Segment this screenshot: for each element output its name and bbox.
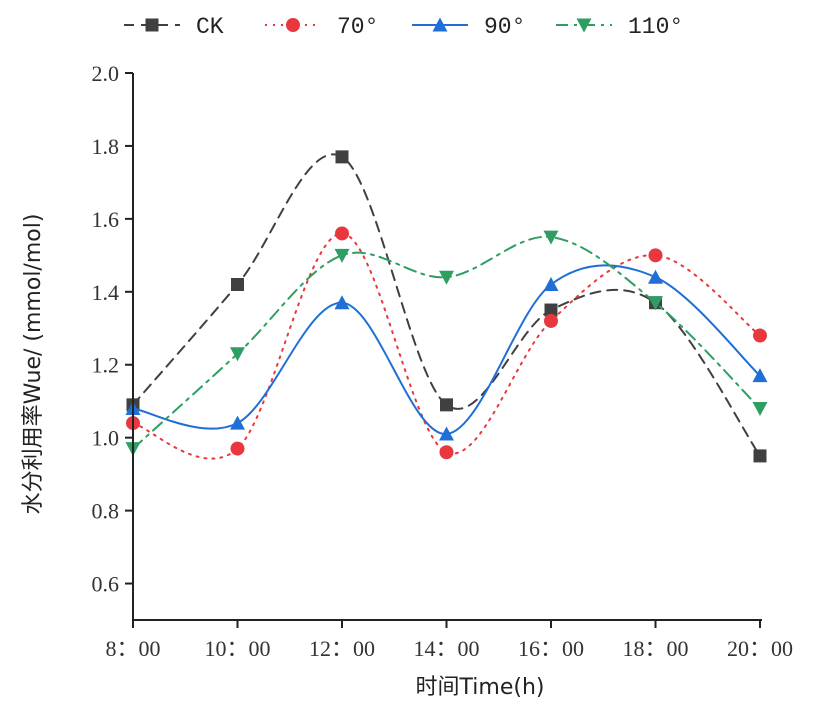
- y-tick-label: 1.0: [92, 426, 120, 451]
- x-tick-label: 20：00: [727, 636, 793, 661]
- legend-marker: [576, 18, 592, 33]
- data-point: [334, 248, 350, 263]
- x-axis-title: 时间Time(h): [416, 675, 545, 700]
- legend: CK 70° 90° 110°: [124, 14, 683, 40]
- series-dashdot: [125, 230, 768, 457]
- y-tick-label: 1.2: [92, 353, 120, 378]
- x-tick-label: 16：00: [518, 636, 584, 661]
- x-tick-label: 10：00: [204, 636, 270, 661]
- legend-label: 110°: [628, 14, 683, 40]
- data-point: [752, 368, 768, 383]
- data-point: [439, 445, 454, 460]
- data-point: [230, 441, 245, 456]
- y-axis: 0.6 0.8 1.0 1.2 1.4 1.6 1.8 2.0: [92, 61, 134, 620]
- legend-label: CK: [196, 14, 224, 40]
- y-tick-label: 2.0: [92, 61, 120, 86]
- x-tick-label: 14：00: [413, 636, 479, 661]
- y-axis-title: 水分利用率Wue/ (mmol/mol): [21, 214, 46, 515]
- data-point: [335, 150, 349, 164]
- x-axis: 8：00 10：00 12：00 14：00 16：00 18：00 20：00: [105, 619, 793, 661]
- legend-label: 70°: [337, 14, 378, 40]
- series-dot: [126, 226, 767, 460]
- plot-area: [125, 150, 768, 463]
- legend-marker: [432, 17, 448, 32]
- data-point: [544, 313, 558, 328]
- data-point: [544, 303, 558, 317]
- legend-item: 110°: [556, 14, 683, 40]
- x-tick-label: 18：00: [622, 636, 688, 661]
- data-point: [230, 347, 245, 362]
- data-point: [439, 270, 454, 285]
- legend-item: CK: [124, 14, 224, 40]
- legend-marker: [286, 18, 300, 32]
- legend-item: 90°: [412, 14, 525, 40]
- legend-marker: [145, 18, 159, 32]
- x-tick-label: 8：00: [105, 636, 160, 661]
- data-point: [648, 248, 663, 263]
- y-tick-label: 1.4: [92, 280, 120, 305]
- series-dash: [126, 150, 767, 463]
- series-solid: [125, 264, 768, 441]
- data-point: [334, 295, 350, 310]
- legend-item: 70°: [265, 14, 378, 40]
- data-point: [543, 230, 559, 245]
- data-point: [753, 328, 767, 343]
- x-tick-label: 12：00: [309, 636, 375, 661]
- data-point: [335, 226, 349, 241]
- data-point: [648, 269, 663, 284]
- data-point: [439, 426, 454, 441]
- y-tick-label: 0.6: [92, 572, 120, 597]
- data-point: [543, 277, 559, 292]
- y-tick-label: 1.8: [92, 134, 120, 159]
- data-point: [230, 415, 245, 430]
- data-point: [648, 296, 663, 311]
- legend-label: 90°: [484, 14, 525, 40]
- data-point: [752, 401, 768, 416]
- data-point: [231, 278, 244, 292]
- y-tick-label: 1.6: [92, 207, 120, 232]
- series-line: [132, 235, 761, 450]
- data-point: [753, 449, 767, 463]
- data-point: [440, 398, 453, 412]
- y-tick-label: 0.8: [92, 499, 120, 524]
- series-line: [132, 232, 761, 460]
